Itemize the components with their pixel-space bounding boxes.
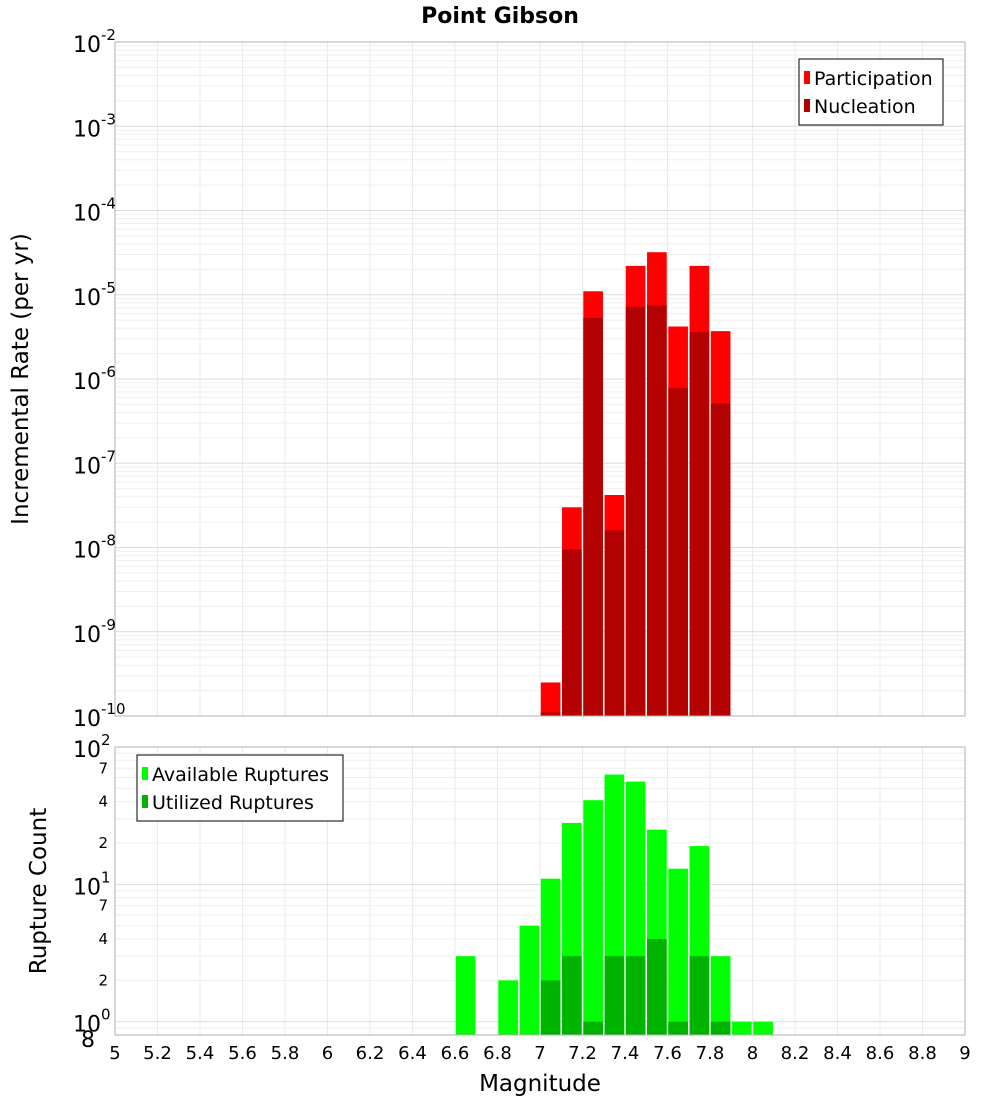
x-tick-label: 5.6 [228, 1043, 257, 1064]
y-axis-label-bottom: Rupture Count [26, 808, 52, 974]
x-tick-label: 6.6 [441, 1043, 470, 1064]
bar [668, 1021, 688, 1035]
x-tick-label: 5.4 [186, 1043, 215, 1064]
legend-label: Utilized Ruptures [152, 792, 314, 814]
grid-top [115, 41, 965, 717]
y-tick-label: 10-8 [73, 532, 116, 564]
chart-title: Point Gibson [421, 4, 579, 29]
y-minor-tick-label: 7 [98, 897, 108, 915]
legend-label: Nucleation [814, 96, 916, 118]
y-minor-tick-label: 4 [98, 930, 108, 948]
y-tick-label: 10-5 [73, 279, 116, 311]
x-tick-label: 9 [959, 1043, 970, 1064]
bar [562, 549, 582, 716]
x-tick-label: 8.6 [866, 1043, 895, 1064]
x-tick-label: 7 [534, 1043, 545, 1064]
plot-frame-bottom [114, 746, 966, 1036]
y-tick-label: 10-6 [73, 363, 116, 395]
y-tick-label: 10-9 [73, 616, 116, 648]
legend-swatch [142, 795, 148, 808]
legend-swatch [804, 99, 810, 112]
legend-bottom: Available Ruptures Utilized Ruptures [136, 754, 344, 822]
x-tick-label: 8 [747, 1043, 758, 1064]
x-tick-label: 7.8 [696, 1043, 725, 1064]
bar [625, 306, 646, 716]
y-tick-label: 10-7 [73, 447, 116, 479]
bar [519, 925, 540, 1035]
x-tick-label: 5.8 [271, 1043, 300, 1064]
bar [668, 388, 688, 716]
bar [498, 980, 518, 1035]
y-tick-label: 10-3 [73, 110, 116, 142]
legend-box [798, 58, 944, 126]
bar [583, 317, 603, 716]
x-tick-label: 8.2 [781, 1043, 810, 1064]
bar [753, 1021, 773, 1035]
bar [540, 712, 561, 716]
plot-frame-top [114, 41, 966, 717]
x-tick-label: 7.6 [653, 1043, 682, 1064]
legend-swatch [142, 767, 148, 780]
y-minor-tick-label: 2 [98, 834, 108, 852]
bar [710, 956, 731, 1035]
y-tick-label: 101 [73, 868, 111, 900]
y-tick-label: 102 [73, 731, 111, 763]
y-tick-label: 10-2 [73, 26, 116, 58]
x-tick-label: 8.8 [908, 1043, 937, 1064]
bar [689, 956, 710, 1035]
bar [455, 956, 476, 1035]
legend-label: Participation [814, 68, 933, 90]
x-axis-label: Magnitude [479, 1071, 601, 1097]
bar [540, 980, 561, 1035]
bar [604, 530, 625, 716]
y-minor-tick-label: 8 [81, 1028, 95, 1053]
series-bottom-1 [540, 939, 731, 1035]
y-tick-label: 10-4 [73, 195, 116, 227]
bar [562, 956, 582, 1035]
y-tick-label: 10-10 [73, 700, 126, 732]
x-tick-label: 5 [109, 1043, 120, 1064]
y-tick-label: 100 [73, 1006, 111, 1038]
bar [668, 868, 688, 1035]
y-axis-label-top: Incremental Rate (per yr) [8, 233, 34, 525]
x-tick-label: 6.4 [398, 1043, 427, 1064]
bar [540, 682, 561, 716]
bar [710, 1021, 731, 1035]
x-tick-label: 7.2 [568, 1043, 597, 1064]
legend-label: Available Ruptures [152, 764, 329, 786]
bar [604, 956, 625, 1035]
series-top-1 [540, 305, 731, 716]
y-minor-tick-label: 2 [98, 971, 108, 989]
bar [710, 403, 731, 716]
legend-box [136, 754, 344, 822]
bar [647, 939, 667, 1035]
bar [625, 956, 646, 1035]
bar [583, 800, 603, 1035]
y-minor-tick-label: 7 [98, 759, 108, 777]
x-tick-label: 5.2 [143, 1043, 172, 1064]
x-tick-label: 6 [322, 1043, 333, 1064]
x-tick-label: 7.4 [611, 1043, 640, 1064]
x-tick-label: 6.2 [356, 1043, 385, 1064]
x-tick-label: 6.8 [483, 1043, 512, 1064]
legend-top: Participation Nucleation [798, 58, 944, 126]
y-minor-tick-label: 4 [98, 793, 108, 811]
bar [689, 332, 710, 716]
x-tick-label: 8.4 [823, 1043, 852, 1064]
bar [732, 1021, 752, 1035]
legend-swatch [804, 71, 810, 84]
bar [583, 1021, 603, 1035]
bar [647, 305, 667, 716]
